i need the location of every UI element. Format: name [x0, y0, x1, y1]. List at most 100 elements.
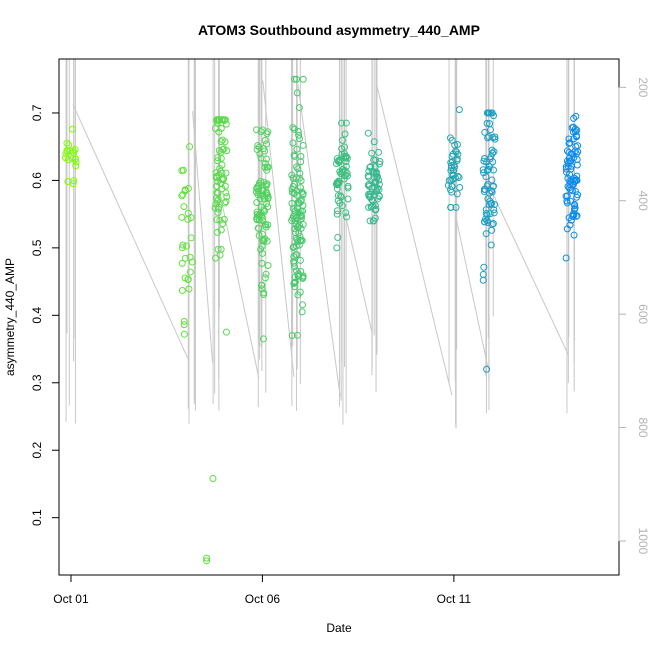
data-point [449, 175, 457, 183]
data-point [294, 165, 302, 173]
data-point [217, 226, 225, 234]
data-point [483, 182, 491, 190]
y2-tick-label: 600 [636, 304, 650, 324]
data-point [264, 221, 272, 229]
data-point [293, 204, 301, 212]
data-point [479, 270, 487, 278]
data-point [255, 143, 263, 151]
data-point [297, 196, 305, 204]
data-point [293, 75, 301, 83]
data-point [480, 169, 488, 177]
data-point [563, 197, 571, 205]
data-point [447, 203, 455, 211]
data-point [222, 120, 230, 128]
data-point [569, 150, 577, 158]
data-point [342, 119, 350, 127]
data-point [482, 173, 490, 181]
data-point [371, 214, 379, 222]
data-point [296, 256, 304, 264]
data-point [338, 145, 346, 153]
data-point [569, 213, 577, 221]
data-point [452, 203, 460, 211]
y-axis-label: asymmetry_440_AMP [3, 258, 17, 376]
data-point [61, 154, 69, 162]
data-point [261, 136, 269, 144]
depth-transit-line [492, 192, 569, 355]
data-point [484, 109, 492, 117]
x-axis-label: Date [326, 621, 352, 635]
data-point [366, 217, 374, 225]
data-point [222, 189, 230, 197]
y2-tick-label: 1000 [636, 528, 650, 555]
data-point [179, 166, 187, 174]
data-point [483, 365, 491, 373]
data-point [254, 142, 262, 150]
data-point [289, 139, 297, 147]
data-point [216, 167, 224, 175]
data-point [220, 175, 228, 183]
data-point [184, 275, 192, 283]
data-point [450, 166, 458, 174]
data-point [261, 195, 269, 203]
data-point [180, 330, 188, 338]
data-point [485, 165, 493, 173]
data-point [178, 244, 186, 252]
data-point [214, 157, 222, 165]
data-point [292, 220, 300, 228]
data-point [371, 201, 379, 209]
data-point [372, 156, 380, 164]
data-points [61, 75, 582, 565]
data-point [365, 173, 373, 181]
data-point [263, 130, 271, 138]
data-point [258, 230, 266, 238]
data-point [482, 230, 490, 238]
data-point [258, 285, 266, 293]
data-point [293, 89, 301, 97]
data-point [261, 274, 269, 282]
data-point [216, 251, 224, 259]
data-point [479, 166, 487, 174]
data-point [567, 197, 575, 205]
data-point [212, 254, 220, 262]
data-point [71, 145, 79, 153]
depth-transit-line [297, 84, 341, 397]
data-point [368, 188, 376, 196]
data-point [295, 131, 303, 139]
data-point [367, 163, 375, 171]
data-point [217, 154, 225, 162]
data-point [368, 149, 376, 157]
data-point [452, 148, 460, 156]
data-point [259, 335, 267, 343]
data-point [448, 183, 456, 191]
data-point [290, 279, 298, 287]
data-point [488, 226, 496, 234]
data-point [334, 157, 342, 165]
data-point [178, 287, 186, 295]
data-point [293, 163, 301, 171]
data-point [181, 254, 189, 262]
data-point [294, 272, 302, 280]
y2-tick-label: 400 [636, 191, 650, 211]
data-point [565, 148, 573, 156]
data-point [338, 119, 346, 127]
data-point [570, 114, 578, 122]
data-point [563, 225, 571, 233]
data-point [445, 176, 453, 184]
data-point [223, 147, 231, 155]
data-point [296, 169, 304, 177]
depth-transit-line [343, 209, 373, 333]
data-point [290, 263, 298, 271]
data-point [364, 181, 372, 189]
data-point [573, 193, 581, 201]
data-point [215, 171, 223, 179]
data-point [297, 158, 305, 166]
data-point [291, 180, 299, 188]
data-point [261, 207, 269, 215]
data-point [289, 243, 297, 251]
data-point [218, 185, 226, 193]
data-point [258, 213, 266, 221]
y-tick-label: 0.5 [30, 239, 44, 256]
data-point [299, 301, 307, 309]
data-point [482, 215, 490, 223]
y2-tick-label: 800 [636, 418, 650, 438]
